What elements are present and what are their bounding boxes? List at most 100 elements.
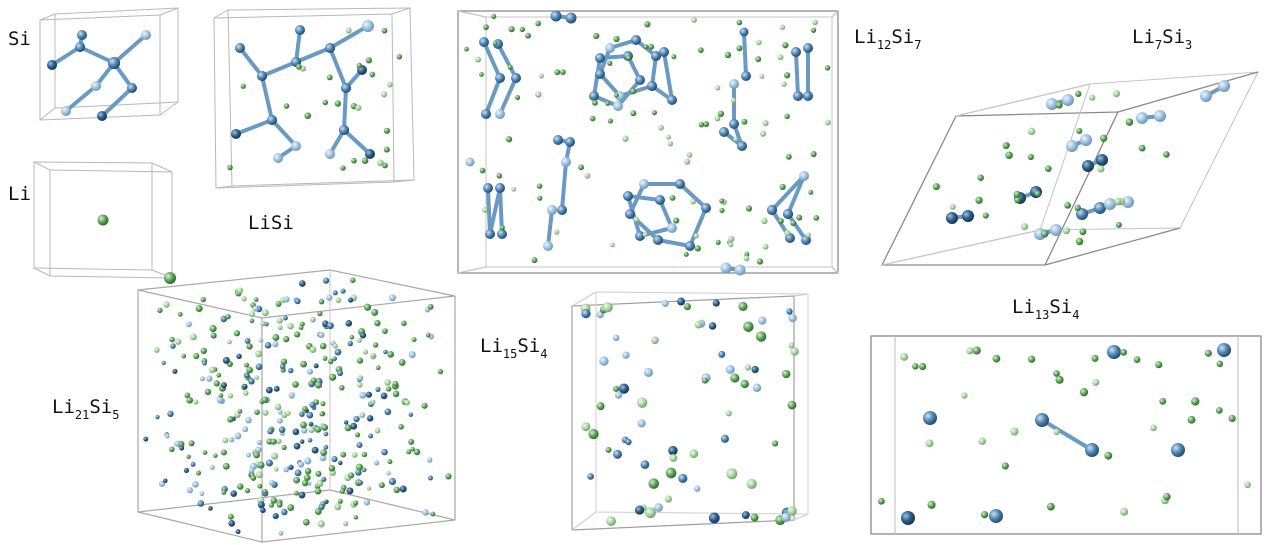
li-atom: [163, 301, 170, 308]
si-atom: [383, 349, 388, 355]
si-atom: [326, 322, 334, 330]
li-atom: [1079, 387, 1089, 397]
li-atom: [319, 411, 325, 417]
li-atom: [1097, 165, 1105, 173]
si-atom: [1122, 196, 1134, 208]
li-atom: [788, 342, 795, 349]
li-atom: [1091, 354, 1099, 362]
li-atom: [581, 422, 591, 432]
li-atom: [195, 305, 203, 313]
li-atom: [221, 489, 227, 495]
li-atom: [254, 409, 260, 415]
li-atom: [244, 362, 250, 368]
si-atom: [323, 444, 329, 450]
li-atom: [464, 46, 469, 52]
li-atom: [602, 302, 613, 313]
li-atom: [406, 449, 412, 455]
li-atom: [782, 42, 789, 49]
li-atom: [240, 83, 246, 89]
li-atom: [351, 452, 358, 458]
si-atom: [625, 209, 635, 219]
si-atom: [605, 43, 615, 53]
li-atom: [261, 309, 269, 317]
li-atom: [287, 504, 295, 511]
li-atom: [824, 119, 831, 126]
si-atom: [613, 449, 622, 459]
li-atom: [213, 380, 220, 387]
li-atom: [315, 470, 322, 477]
si-atom: [338, 460, 343, 466]
si-atom: [183, 467, 190, 473]
li-atom: [186, 454, 191, 459]
si-atom: [661, 299, 669, 307]
si-si-bond: [234, 118, 274, 136]
li-atom: [335, 297, 342, 303]
li-atom: [319, 342, 327, 350]
si-atom: [326, 294, 333, 301]
si-atom: [1076, 208, 1088, 220]
li12si7-unit-cell: [457, 10, 839, 274]
si-atom: [235, 43, 245, 53]
li-atom: [392, 390, 400, 398]
li-atom: [690, 198, 696, 205]
li-atom: [386, 470, 391, 476]
si-atom: [220, 382, 227, 389]
si-atom: [334, 348, 342, 356]
li-atom: [982, 212, 989, 219]
li-atom: [262, 488, 268, 494]
li-atom: [1092, 378, 1100, 386]
li-atom: [271, 452, 279, 460]
li-atom: [813, 214, 820, 221]
li-atom: [648, 43, 655, 50]
si-atom: [185, 321, 192, 328]
si-si-bond: [328, 24, 370, 50]
si-atom: [678, 473, 688, 483]
si-atom: [720, 262, 732, 274]
si-atom: [1218, 80, 1230, 92]
li-atom: [349, 334, 355, 340]
li-atom: [1075, 90, 1082, 97]
li-atom: [287, 322, 294, 330]
li-atom: [350, 277, 356, 283]
li-atom: [161, 360, 166, 366]
li-atom: [605, 101, 611, 107]
li-atom: [505, 136, 513, 143]
si-atom: [108, 57, 120, 69]
si-atom: [613, 101, 623, 111]
si-atom: [701, 203, 711, 213]
si-atom: [1136, 112, 1148, 124]
si-atom: [242, 383, 248, 389]
si-atom: [786, 308, 793, 315]
li-atom: [222, 437, 229, 444]
li-atom: [1062, 227, 1070, 235]
lisi-bond-network: [234, 24, 372, 160]
li-atom: [824, 65, 831, 71]
si-atom: [427, 475, 433, 481]
li-atom: [356, 357, 364, 364]
li-atom: [320, 449, 328, 456]
li-atom: [329, 373, 337, 381]
label-li13si4: Li13Si4: [1012, 296, 1080, 322]
li-atom: [978, 437, 986, 445]
li-atom: [377, 159, 384, 167]
si-si-bond: [794, 50, 800, 98]
si-atom: [199, 376, 205, 382]
li-atom: [337, 498, 343, 504]
li-atom: [380, 91, 388, 98]
si-atom: [216, 396, 224, 404]
si-atom: [557, 205, 567, 215]
si-atom: [962, 210, 974, 222]
li-atom: [1215, 406, 1223, 414]
si-atom: [283, 315, 288, 321]
li-atom: [398, 424, 404, 430]
si-atom: [479, 37, 489, 47]
li-atom: [1104, 451, 1113, 460]
li-atom: [759, 130, 767, 137]
si-atom: [47, 60, 57, 70]
si-atom: [350, 422, 358, 430]
li-atom: [285, 410, 291, 416]
li-atom: [1005, 151, 1013, 160]
si-atom: [495, 183, 505, 193]
li-atom: [961, 392, 968, 399]
si-atom: [246, 452, 251, 458]
